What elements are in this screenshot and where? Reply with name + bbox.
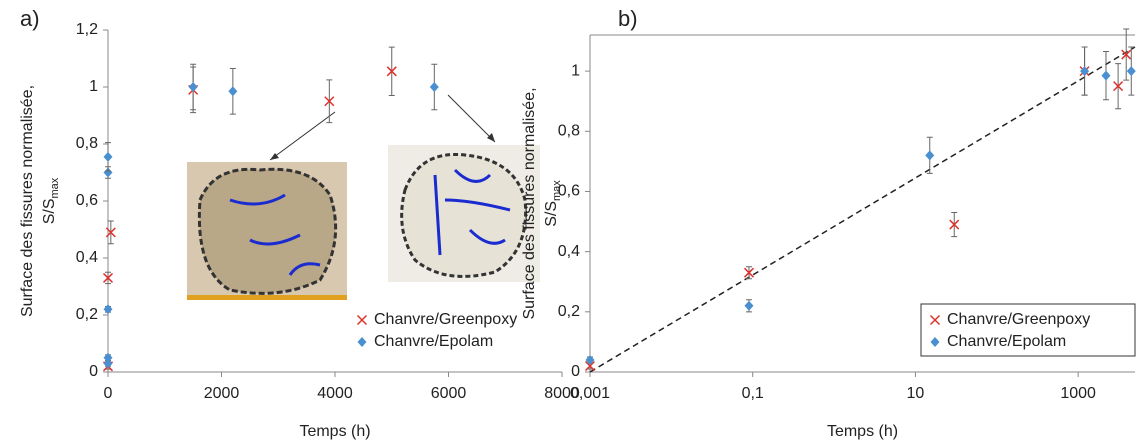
y-tick-label: 0 bbox=[89, 363, 98, 380]
y-tick-label: 0,2 bbox=[558, 303, 580, 320]
marker-x-stroke bbox=[105, 227, 116, 238]
marker-diamond bbox=[103, 151, 113, 162]
legend-label: Chanvre/Greenpoxy bbox=[374, 311, 517, 328]
marker-x-stroke bbox=[102, 272, 114, 283]
y-tick-label: 0,6 bbox=[558, 183, 580, 200]
marker-x bbox=[102, 272, 114, 283]
y-axis-label-sub: max bbox=[49, 177, 61, 198]
marker-x bbox=[1113, 81, 1124, 92]
y-axis-label-2: S/Smax bbox=[41, 177, 61, 224]
marker-x-stroke bbox=[324, 96, 335, 107]
marker-diamond bbox=[188, 82, 198, 92]
marker-x bbox=[1121, 49, 1132, 60]
y-tick-label: 1,2 bbox=[76, 21, 98, 38]
y-tick-label: 0,8 bbox=[558, 123, 580, 140]
x-tick-label: 1000 bbox=[1060, 385, 1096, 402]
marker-diamond bbox=[1101, 70, 1111, 81]
legend-label: Chanvre/Epolam bbox=[947, 333, 1066, 350]
micrograph-right bbox=[388, 145, 540, 282]
y-tick-label: 0 bbox=[571, 363, 580, 380]
legend-marker bbox=[357, 337, 367, 347]
marker-x bbox=[743, 267, 755, 278]
marker-diamond bbox=[744, 300, 754, 311]
panel-label: b) bbox=[618, 6, 638, 31]
x-tick-label: 0,1 bbox=[742, 385, 764, 402]
y-tick-label: 0,6 bbox=[76, 192, 98, 209]
y-tick-label: 1 bbox=[571, 62, 580, 79]
y-axis-label-sub: max bbox=[551, 180, 563, 201]
marker-diamond bbox=[103, 304, 113, 315]
legend-marker bbox=[929, 314, 941, 326]
marker-x-stroke bbox=[1121, 49, 1132, 60]
y-tick-label: 0,4 bbox=[558, 243, 580, 260]
arrow-head bbox=[270, 153, 279, 160]
y-axis-label: Surface des fissures normalisée, bbox=[521, 87, 538, 319]
marker-diamond bbox=[925, 150, 935, 161]
marker-diamond bbox=[1080, 66, 1090, 77]
marker-x-stroke bbox=[929, 314, 941, 326]
y-axis-label-2: S/Smax bbox=[543, 180, 563, 227]
marker-x bbox=[949, 219, 960, 230]
arrow-head bbox=[487, 133, 495, 142]
marker-diamond bbox=[1126, 66, 1136, 77]
x-tick-label: 8000 bbox=[544, 385, 580, 402]
legend-marker bbox=[356, 314, 368, 326]
marker-x bbox=[105, 227, 116, 238]
y-axis-label-main: S/S bbox=[41, 198, 58, 224]
micrograph-left bbox=[187, 162, 347, 300]
marker-diamond bbox=[585, 354, 595, 365]
legend-label: Chanvre/Epolam bbox=[374, 333, 493, 350]
marker-x bbox=[386, 66, 397, 77]
legend-marker bbox=[930, 337, 940, 347]
marker-diamond bbox=[103, 352, 113, 363]
marker-diamond bbox=[228, 86, 238, 97]
y-axis-label-main: S/S bbox=[543, 201, 560, 227]
x-tick-label: 0,001 bbox=[570, 385, 610, 402]
marker-x bbox=[324, 96, 335, 107]
marker-x-stroke bbox=[743, 267, 755, 278]
marker-diamond bbox=[103, 167, 113, 178]
x-tick-label: 10 bbox=[907, 385, 925, 402]
panel-label: a) bbox=[20, 6, 40, 31]
marker-x-stroke bbox=[949, 219, 960, 230]
x-tick-label: 0 bbox=[104, 385, 113, 402]
x-tick-label: 2000 bbox=[204, 385, 240, 402]
trendline bbox=[589, 46, 1136, 373]
x-tick-label: 6000 bbox=[431, 385, 467, 402]
marker-diamond bbox=[429, 82, 439, 92]
marker-x-stroke bbox=[356, 314, 368, 326]
y-tick-label: 0,4 bbox=[76, 249, 98, 266]
marker-x-stroke bbox=[386, 66, 397, 77]
y-tick-label: 1 bbox=[89, 78, 98, 95]
x-tick-label: 4000 bbox=[317, 385, 353, 402]
arrow bbox=[269, 111, 336, 161]
legend-box bbox=[920, 303, 1136, 357]
x-axis-label: Temps (h) bbox=[827, 423, 898, 440]
marker-x-stroke bbox=[1113, 81, 1124, 92]
arrow bbox=[447, 94, 496, 143]
x-axis-label: Temps (h) bbox=[299, 423, 370, 440]
y-tick-label: 0,2 bbox=[76, 306, 98, 323]
y-tick-label: 0,8 bbox=[76, 135, 98, 152]
y-axis-label: Surface des fissures normalisée, bbox=[19, 85, 36, 317]
legend-label: Chanvre/Greenpoxy bbox=[947, 311, 1090, 328]
